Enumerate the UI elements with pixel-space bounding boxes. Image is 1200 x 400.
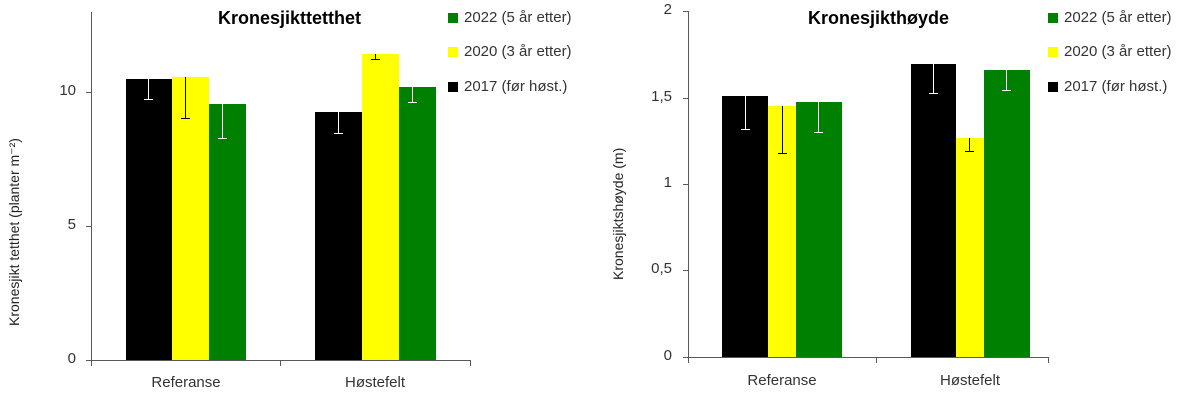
left-x-axis: [91, 360, 471, 361]
right-y-tick: [683, 184, 689, 185]
error-cap: [218, 138, 227, 139]
left-y-tick-label: 10: [59, 82, 76, 99]
left-chart-title: Kronesjikttetthet: [218, 8, 362, 28]
error-cap: [965, 151, 974, 152]
error-cap: [408, 102, 417, 103]
right-category-label: Referanse: [747, 372, 817, 389]
error-cap: [371, 59, 380, 60]
right-y-tick-label: 0,5: [651, 260, 672, 277]
legend-swatch: [1048, 12, 1058, 23]
right-y-tick-label: 0: [663, 347, 672, 364]
right-x-tick: [688, 357, 689, 363]
left-category-label: Referanse: [151, 374, 221, 391]
bar-referanse-2022: [209, 104, 246, 360]
bar-hostefelt-2017: [315, 112, 362, 360]
error-cap: [814, 132, 823, 133]
error-bar: [818, 102, 819, 132]
left-chart: Kronesjikt tetthet (planter m⁻²) 0 5 10 …: [6, 8, 572, 391]
legend-swatch: [1048, 81, 1058, 92]
right-y-tick: [683, 98, 689, 99]
legend-label: 2022 (5 år etter): [1064, 9, 1172, 26]
right-y-axis-label: Kronesjiktshøyde (m): [610, 147, 626, 280]
error-bar: [782, 106, 783, 153]
legend-item-2017: 2017 (før høst.): [448, 78, 567, 95]
legend-label: 2020 (3 år etter): [1064, 43, 1172, 60]
legend-label: 2022 (5 år etter): [464, 9, 572, 26]
error-bar: [375, 54, 376, 59]
error-cap: [778, 153, 787, 154]
right-chart: Kronesjiktshøyde (m) 0 0,5 1 1,5 2 Refer…: [600, 0, 1200, 400]
error-cap: [144, 99, 153, 100]
bar-referanse-2022: [796, 102, 842, 357]
left-category-label: Høstefelt: [344, 374, 405, 391]
bar-hostefelt-2022: [399, 87, 436, 360]
left-y-tick: [86, 360, 92, 361]
left-y-tick-label: 0: [67, 350, 76, 367]
right-y-tick-label: 2: [663, 1, 672, 18]
error-bar: [185, 77, 186, 118]
bar-referanse-2017: [722, 96, 768, 357]
right-x-tick: [876, 357, 877, 363]
bar-hostefelt-2020: [362, 54, 399, 360]
legend-item-2022: 2022 (5 år etter): [448, 9, 572, 26]
error-bar: [969, 138, 970, 151]
left-y-tick: [86, 92, 92, 93]
bar-referanse-2017: [126, 79, 172, 360]
error-cap: [741, 129, 750, 130]
error-bar: [338, 112, 339, 133]
legend-swatch: [448, 12, 458, 23]
left-x-tick: [91, 360, 92, 366]
bar-hostefelt-2017: [911, 64, 956, 357]
legend-item-2017: 2017 (før høst.): [1048, 78, 1167, 95]
legend-label: 2020 (3 år etter): [464, 43, 572, 60]
error-bar: [1006, 70, 1007, 90]
right-x-tick: [1048, 357, 1049, 363]
legend-item-2022: 2022 (5 år etter): [1048, 9, 1172, 26]
legend-label: 2017 (før høst.): [1064, 78, 1168, 95]
left-y-axis-label: Kronesjikt tetthet (planter m⁻²): [6, 138, 22, 326]
error-cap: [1002, 90, 1011, 91]
error-cap: [181, 118, 190, 119]
left-y-axis: [91, 12, 92, 361]
right-x-axis: [688, 357, 1049, 358]
legend-swatch: [1048, 46, 1058, 57]
error-bar: [148, 79, 149, 99]
left-y-tick-label: 5: [67, 216, 76, 233]
error-bar: [222, 104, 223, 138]
legend-swatch: [448, 46, 458, 57]
right-y-tick-label: 1: [663, 174, 672, 191]
left-y-tick: [86, 226, 92, 227]
legend-item-2020: 2020 (3 år etter): [1048, 43, 1172, 60]
left-x-tick: [470, 360, 471, 366]
error-bar: [412, 87, 413, 102]
legend-item-2020: 2020 (3 år etter): [448, 43, 572, 60]
right-chart-title: Kronesjikthøyde: [808, 8, 950, 28]
legend-swatch: [448, 81, 458, 92]
bar-hostefelt-2022: [984, 70, 1030, 357]
right-y-tick: [683, 270, 689, 271]
error-bar: [933, 64, 934, 93]
error-cap: [929, 93, 938, 94]
right-y-tick: [683, 357, 689, 358]
left-x-tick: [280, 360, 281, 366]
error-cap: [334, 133, 343, 134]
bar-referanse-2020: [172, 77, 209, 360]
error-bar: [745, 96, 746, 129]
right-y-tick-label: 1,5: [651, 88, 672, 105]
right-y-tick: [683, 11, 689, 12]
right-category-label: Høstefelt: [939, 372, 1000, 389]
legend-label: 2017 (før høst.): [464, 78, 568, 95]
